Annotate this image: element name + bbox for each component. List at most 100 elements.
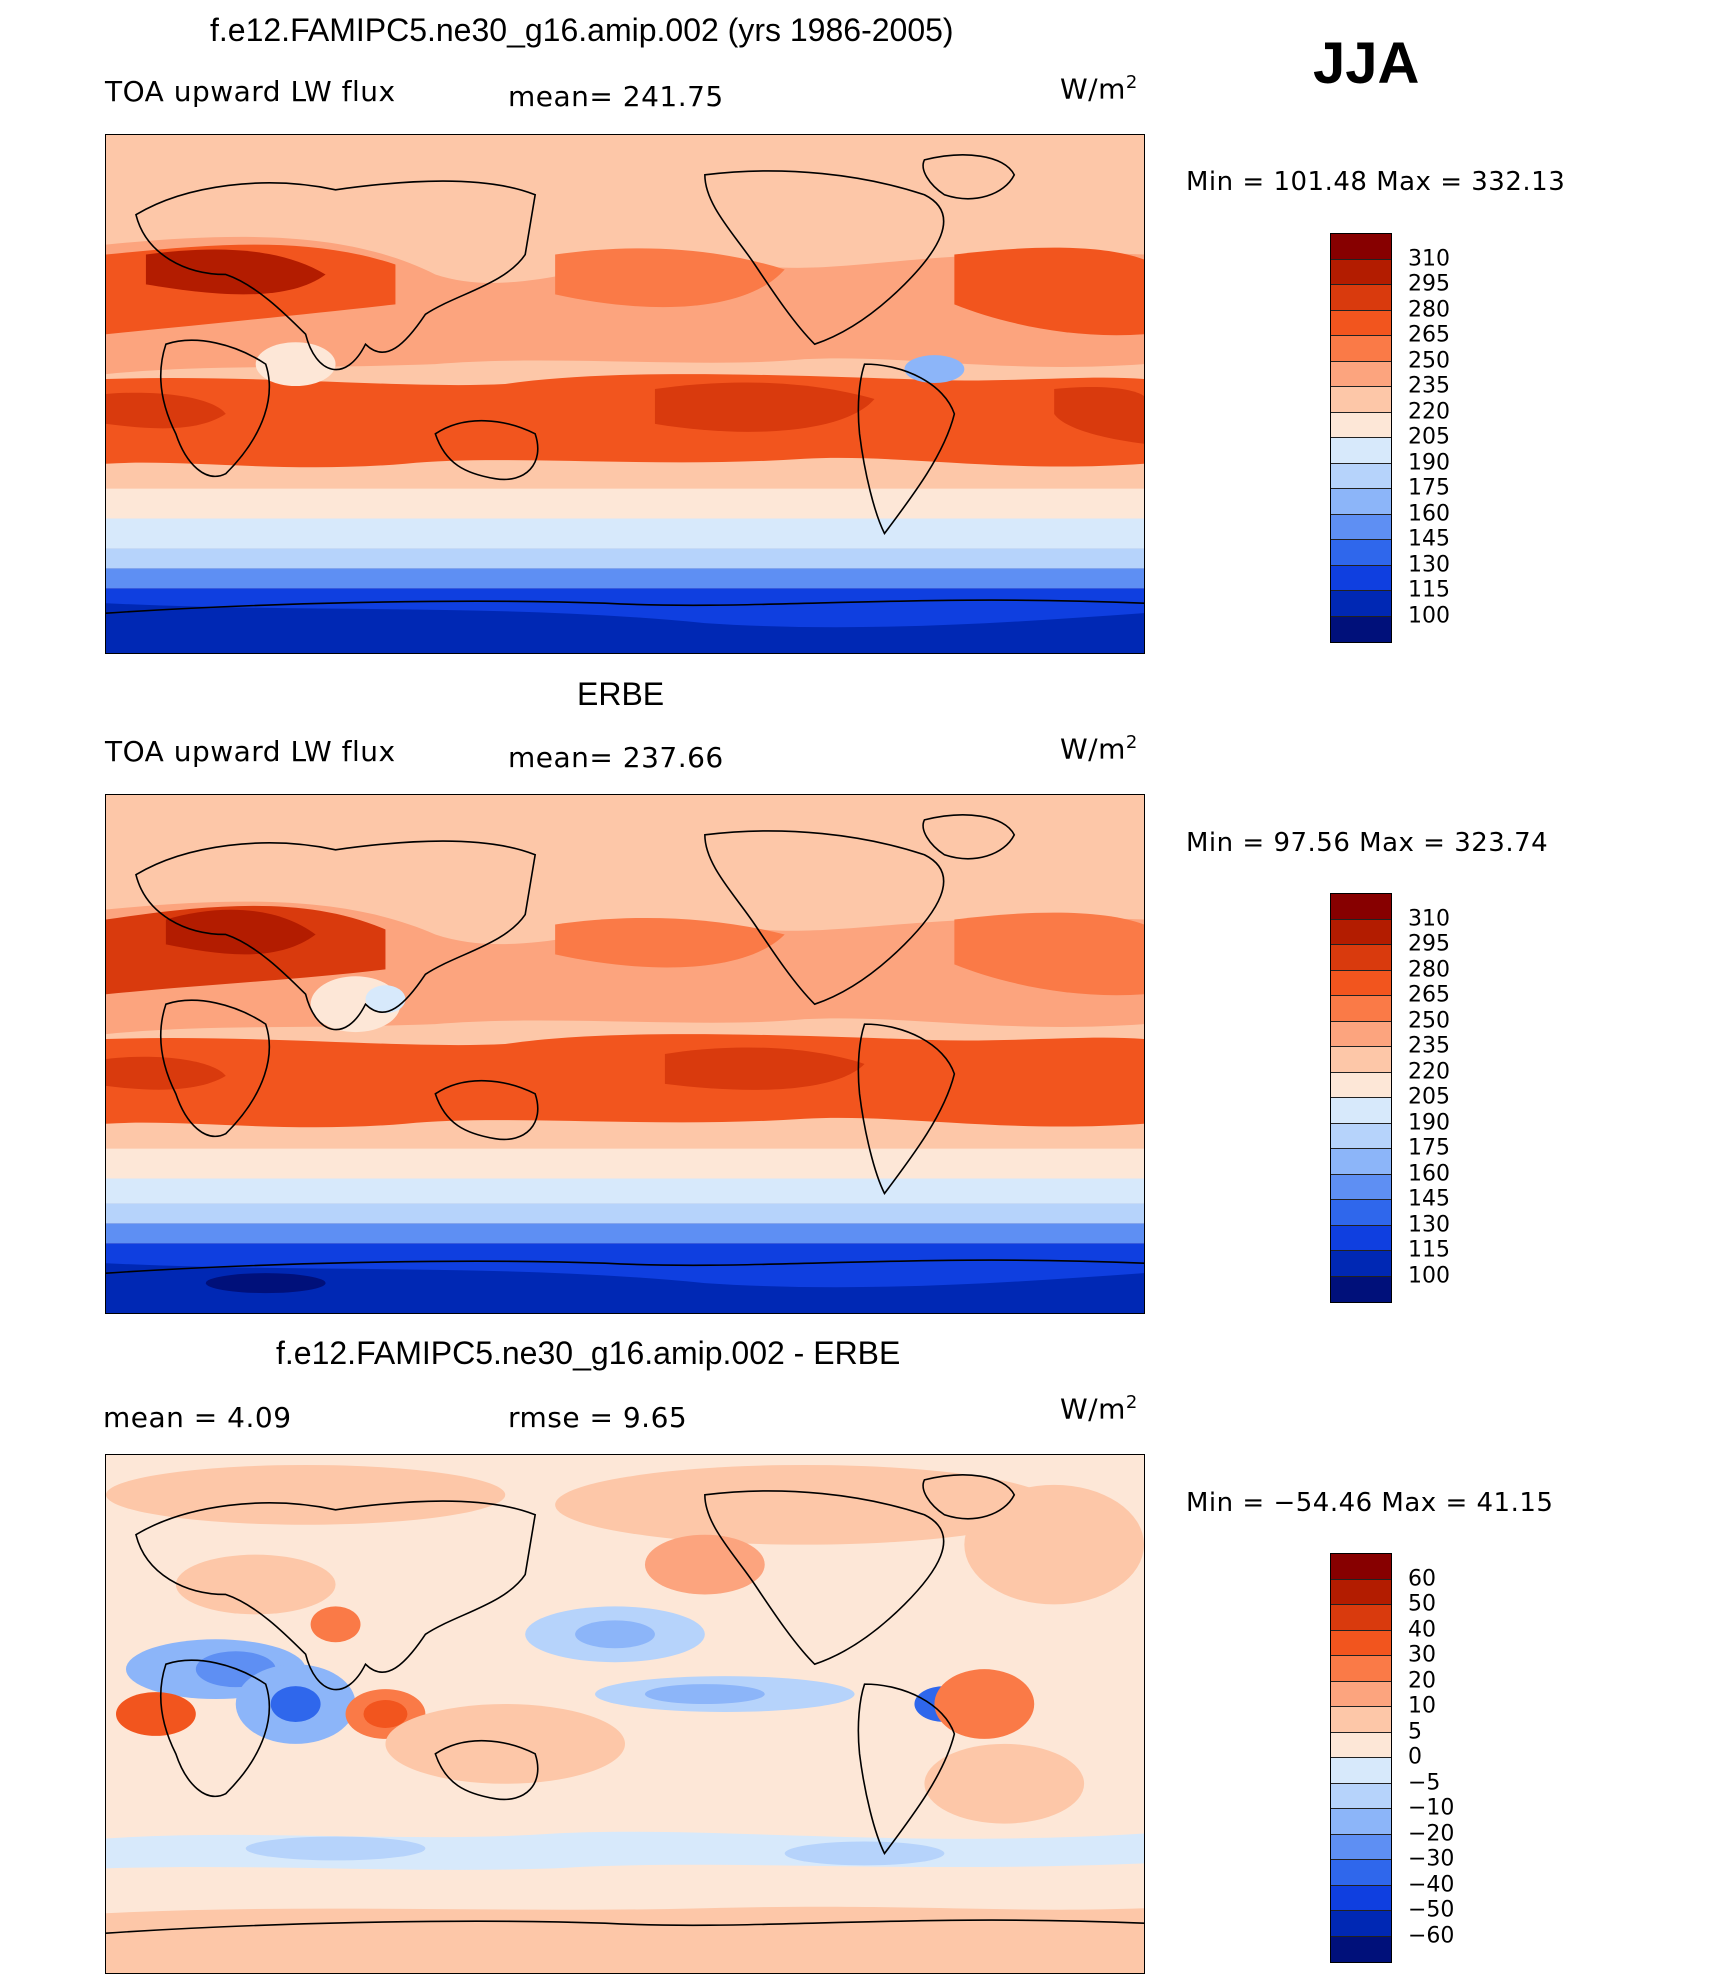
panel-2-variable-label: TOA upward LW flux — [105, 735, 396, 768]
panel-1-colorbar-swatch — [1331, 412, 1391, 438]
panel-2-colorbar-swatch — [1331, 894, 1391, 920]
colorbar-tick-label: 30 — [1408, 1642, 1436, 1668]
panel-1-colorbar-swatch — [1331, 489, 1391, 515]
colorbar-tick-label: 220 — [1408, 399, 1450, 424]
colorbar-tick-label: 235 — [1408, 373, 1450, 399]
panel-2-colorbar-swatch — [1331, 1251, 1391, 1277]
colorbar-tick-label: 175 — [1408, 475, 1450, 501]
panel-1-colorbar-swatch — [1331, 387, 1391, 413]
panel-3-colorbar-swatch — [1331, 1936, 1391, 1962]
panel-2-colorbar-swatch — [1331, 1174, 1391, 1200]
panel-2-contour-field — [106, 795, 1144, 1313]
panel-3-min-max: Min = −54.46 Max = 41.15 — [1186, 1488, 1554, 1518]
colorbar-tick-label: −40 — [1408, 1872, 1455, 1897]
panel-3-colorbar-swatch — [1331, 1656, 1391, 1682]
colorbar-tick-label: 175 — [1408, 1135, 1450, 1161]
colorbar-tick-label: 250 — [1408, 348, 1450, 373]
colorbar-tick-label: 5 — [1408, 1719, 1422, 1744]
colorbar-tick-label: 310 — [1408, 246, 1450, 271]
panel-2-units: W/m2 — [1060, 732, 1138, 766]
panel-3-contour-field — [106, 1455, 1144, 1973]
panel-2-min-max: Min = 97.56 Max = 323.74 — [1186, 828, 1549, 858]
panel-3-rmse-label: rmse = 9.65 — [508, 1401, 688, 1434]
panel-2-title: ERBE — [577, 676, 665, 712]
colorbar-tick-label: 250 — [1408, 1008, 1450, 1033]
panel-2-colorbar-swatch — [1331, 1149, 1391, 1175]
colorbar-tick-label: 205 — [1408, 1084, 1450, 1110]
panel-1-colorbar-swatch — [1331, 234, 1391, 260]
colorbar-tick-label: 190 — [1408, 1110, 1450, 1135]
panel-1-colorbar-swatch — [1331, 259, 1391, 285]
colorbar-tick-label: 310 — [1408, 906, 1450, 931]
colorbar-tick-label: 100 — [1408, 1263, 1450, 1288]
panel-1-mean-label: mean= 241.75 — [508, 80, 724, 113]
panel-3-colorbar-swatch — [1331, 1860, 1391, 1886]
panel-2-colorbar-swatch — [1331, 1098, 1391, 1124]
panel-1-colorbar-swatch — [1331, 438, 1391, 464]
panel-3-colorbar-swatch — [1331, 1554, 1391, 1580]
panel-3-colorbar-swatch — [1331, 1783, 1391, 1809]
colorbar-tick-label: −50 — [1408, 1897, 1455, 1923]
panel-1-units: W/m2 — [1060, 72, 1138, 106]
panel-1-colorbar-swatch — [1331, 591, 1391, 617]
colorbar-tick-label: −20 — [1408, 1821, 1455, 1846]
panel-1-map — [105, 134, 1145, 654]
panel-2-colorbar-swatch — [1331, 996, 1391, 1022]
colorbar-tick-label: 0 — [1408, 1744, 1422, 1770]
panel-3-map — [105, 1454, 1145, 1974]
panel-1-colorbar-swatch — [1331, 616, 1391, 642]
panel-3-units: W/m2 — [1060, 1392, 1138, 1426]
colorbar-tick-label: 280 — [1408, 297, 1450, 322]
panel-1-colorbar — [1330, 233, 1392, 643]
panel-2-colorbar-swatch — [1331, 1276, 1391, 1302]
panel-1-colorbar-swatch — [1331, 285, 1391, 311]
panel-2-colorbar-swatch — [1331, 1123, 1391, 1149]
colorbar-tick-label: 220 — [1408, 1059, 1450, 1084]
colorbar-tick-label: 115 — [1408, 577, 1450, 603]
colorbar-tick-label: 160 — [1408, 1161, 1450, 1186]
colorbar-tick-label: 145 — [1408, 526, 1450, 552]
colorbar-tick-label: 145 — [1408, 1186, 1450, 1212]
colorbar-tick-label: 295 — [1408, 271, 1450, 297]
colorbar-tick-label: 295 — [1408, 931, 1450, 957]
panel-2-colorbar-swatch — [1331, 970, 1391, 996]
colorbar-tick-label: −60 — [1408, 1923, 1455, 1948]
panel-1-contour-field — [106, 135, 1144, 653]
panel-1-min-max: Min = 101.48 Max = 332.13 — [1186, 167, 1566, 197]
panel-2-colorbar-swatch — [1331, 919, 1391, 945]
colorbar-tick-label: 235 — [1408, 1033, 1450, 1059]
colorbar-tick-label: 190 — [1408, 450, 1450, 475]
panel-3-colorbar-swatch — [1331, 1758, 1391, 1784]
panel-1-colorbar-swatch — [1331, 310, 1391, 336]
panel-3-colorbar-swatch — [1331, 1630, 1391, 1656]
panel-3-colorbar-swatch — [1331, 1605, 1391, 1631]
panel-3-colorbar-swatch — [1331, 1834, 1391, 1860]
panel-2-colorbar-swatch — [1331, 1021, 1391, 1047]
panel-3-colorbar-swatch — [1331, 1809, 1391, 1835]
panel-3-title: f.e12.FAMIPC5.ne30_g16.amip.002 - ERBE — [276, 1335, 901, 1371]
panel-3-colorbar-swatch — [1331, 1579, 1391, 1605]
panel-1-colorbar-swatch — [1331, 336, 1391, 362]
colorbar-tick-label: 60 — [1408, 1566, 1436, 1591]
panel-2-mean-label: mean= 237.66 — [508, 741, 724, 774]
panel-3-colorbar-swatch — [1331, 1681, 1391, 1707]
panel-2-colorbar — [1330, 893, 1392, 1303]
panel-3-colorbar — [1330, 1553, 1392, 1963]
colorbar-tick-label: 205 — [1408, 424, 1450, 450]
panel-2-colorbar-swatch — [1331, 945, 1391, 971]
colorbar-tick-label: 280 — [1408, 957, 1450, 982]
colorbar-tick-label: 265 — [1408, 982, 1450, 1008]
colorbar-tick-label: 130 — [1408, 552, 1450, 577]
colorbar-tick-label: 40 — [1408, 1617, 1436, 1642]
panel-1-colorbar-swatch — [1331, 463, 1391, 489]
colorbar-tick-label: 10 — [1408, 1693, 1436, 1719]
colorbar-tick-label: 265 — [1408, 322, 1450, 348]
panel-1-colorbar-swatch — [1331, 540, 1391, 566]
colorbar-tick-label: 115 — [1408, 1237, 1450, 1263]
panel-1-colorbar-swatch — [1331, 514, 1391, 540]
colorbar-tick-label: 20 — [1408, 1668, 1436, 1693]
panel-3-colorbar-swatch — [1331, 1707, 1391, 1733]
panel-1-variable-label: TOA upward LW flux — [105, 75, 396, 108]
colorbar-tick-label: −30 — [1408, 1846, 1455, 1872]
panel-2-colorbar-swatch — [1331, 1072, 1391, 1098]
